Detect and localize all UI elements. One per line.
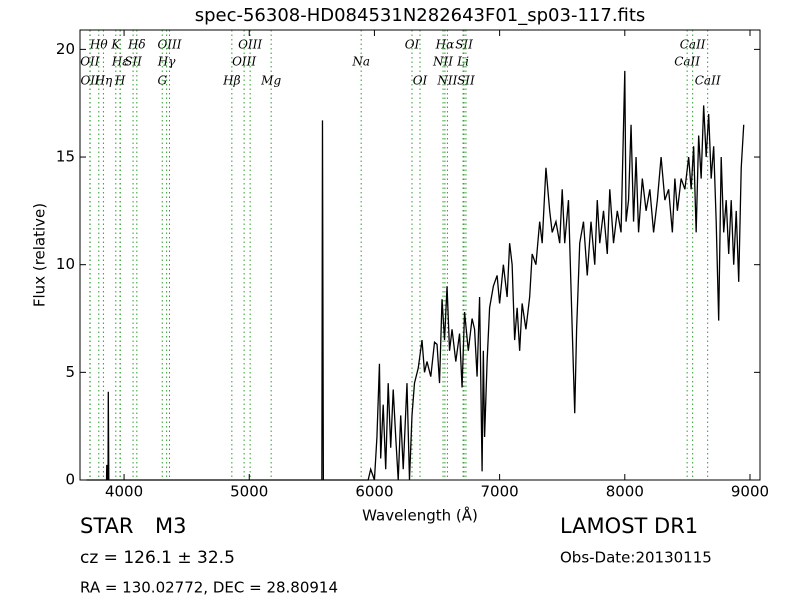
- x-axis-label: Wavelength (Å): [362, 506, 478, 525]
- spectral-line-label: NII: [432, 55, 453, 69]
- x-tick-label: 8000: [606, 483, 644, 501]
- spectral-line-label: Mg: [260, 74, 281, 88]
- spectral-line-label: OIII: [232, 55, 256, 69]
- spectral-line-label: SII: [455, 38, 473, 52]
- object-subclass: M3: [155, 514, 186, 538]
- object-class: STAR: [80, 514, 133, 538]
- y-tick-label: 0: [65, 471, 75, 489]
- y-tick-label: 15: [56, 148, 75, 166]
- chart-title: spec-56308-HD084531N282643F01_sp03-117.f…: [195, 5, 646, 26]
- spectral-line-label: Hη: [94, 74, 113, 88]
- spectral-line-label: Hβ: [222, 74, 240, 88]
- y-tick-label: 20: [56, 40, 75, 58]
- spectral-line-label: G: [157, 74, 167, 88]
- spectral-line-label: SII: [124, 55, 142, 69]
- spectral-line-label: K: [110, 38, 121, 52]
- coordinates: RA = 130.02772, DEC = 28.80914: [80, 579, 338, 597]
- spectral-line-label: OIII: [157, 38, 181, 52]
- y-tick-label: 5: [65, 363, 75, 381]
- spectral-line-label: Hα: [435, 38, 455, 52]
- spectrum-line: [86, 70, 745, 481]
- x-tick-label: 7000: [481, 483, 519, 501]
- spectral-line-label: H: [114, 74, 126, 88]
- y-axis-label: Flux (relative): [31, 203, 49, 307]
- spectral-line-label: OII: [80, 74, 100, 88]
- plot-frame: [79, 29, 761, 481]
- spectral-line-label: OI: [413, 74, 428, 88]
- x-tick-label: 6000: [355, 483, 393, 501]
- spectral-line-label: OI: [405, 38, 420, 52]
- spectral-line-label: NII: [436, 74, 457, 88]
- obs-date: Obs-Date:20130115: [560, 549, 712, 567]
- spectral-line-label: CaII: [674, 55, 700, 69]
- redshift: cz = 126.1 ± 32.5: [80, 548, 235, 568]
- spectral-line-label: Hδ: [127, 38, 146, 52]
- survey: LAMOST DR1: [560, 514, 698, 538]
- spectral-line-label: Hθ: [89, 38, 108, 52]
- spectral-line-label: CaII: [680, 38, 706, 52]
- x-tick-label: 5000: [230, 483, 268, 501]
- spectral-line-label: Na: [351, 55, 370, 69]
- x-tick-label: 9000: [731, 483, 769, 501]
- spectral-line-label: OIII: [238, 38, 262, 52]
- spectral-line-label: CaII: [695, 74, 721, 88]
- spectral-line-label: Li: [456, 55, 469, 69]
- spectral-line-label: SII: [457, 74, 475, 88]
- spectral-line-label: Hγ: [157, 55, 176, 69]
- y-tick-label: 10: [56, 255, 75, 273]
- x-tick-label: 4000: [105, 483, 143, 501]
